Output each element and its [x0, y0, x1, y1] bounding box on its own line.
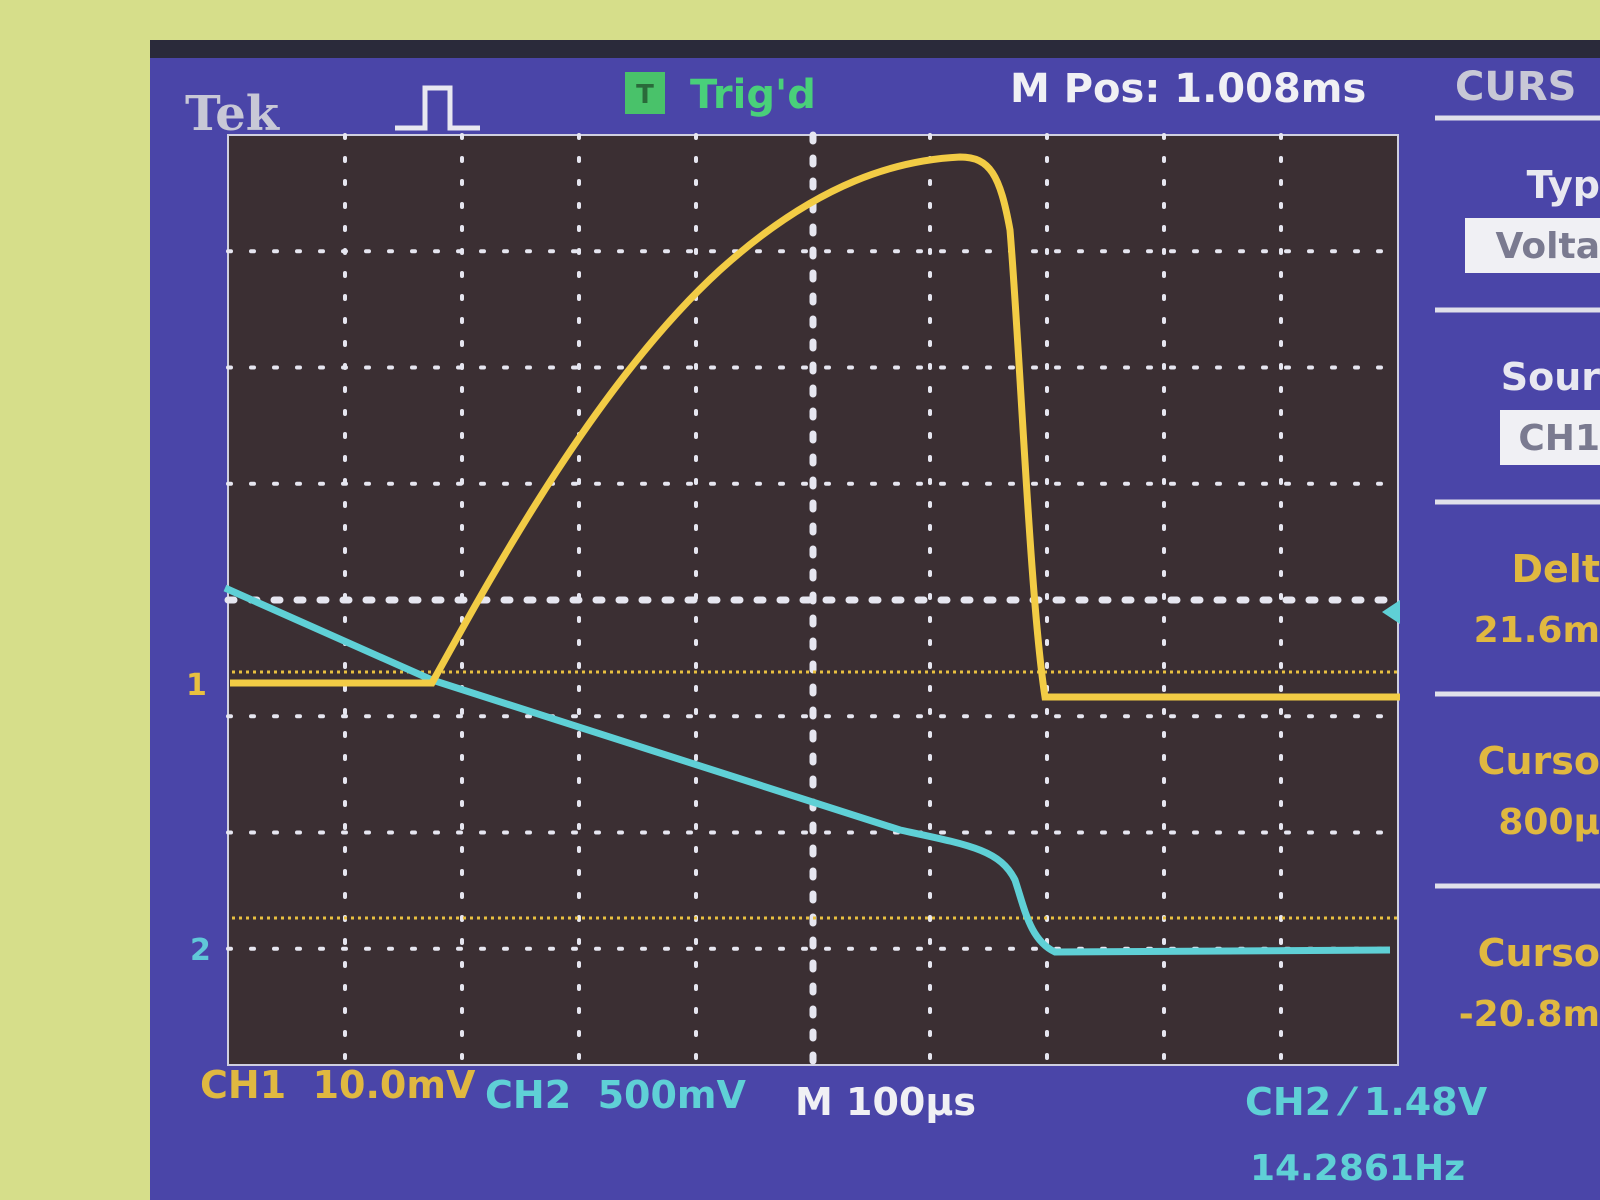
ch2-scale: CH2 500mV: [485, 1073, 747, 1117]
menu-value: Volta: [1496, 226, 1600, 267]
screen-edge: [150, 40, 1600, 58]
menu-value: 800µ: [1498, 802, 1600, 843]
ch1-marker: 1: [186, 668, 207, 703]
trigger-status: Trig'd: [690, 72, 816, 118]
ch1-scale: CH1 10.0mV: [200, 1063, 476, 1107]
menu-title: CURS: [1455, 64, 1576, 110]
trigger-badge: T: [636, 80, 654, 110]
trigger-badge-box: [625, 72, 665, 114]
menu-value-box: [1500, 410, 1600, 465]
ch2-trace: [223, 584, 1391, 956]
menu-value-box: [1465, 218, 1600, 273]
menu-value: CH1: [1518, 418, 1600, 459]
trigger-level-marker: [1382, 600, 1400, 624]
position: M Pos: 1.008ms: [1010, 66, 1366, 112]
menu: Typ Volta Sour CH1 Delt 21.6m Curso 800µ Curso -2…: [1435, 115, 1600, 1035]
trigger-icon: [395, 85, 480, 131]
frequency: 14.2861Hz: [1250, 1148, 1465, 1189]
menu-label: Sour: [1501, 355, 1600, 399]
brand: Tek: [185, 86, 281, 142]
menu-label: Curso: [1478, 931, 1600, 975]
timebase: M 100µs: [795, 1080, 976, 1124]
menu-label: Curso: [1478, 739, 1600, 783]
menu-label: Typ: [1527, 163, 1600, 207]
trigger-setting: CH2 ⁄ 1.48V: [1245, 1080, 1488, 1124]
menu-value: -20.8m: [1459, 994, 1600, 1035]
menu-label: Delt: [1511, 547, 1600, 591]
grid: [224, 131, 1402, 1069]
menu-value: 21.6m: [1474, 610, 1600, 651]
ch1-trace: [230, 153, 1400, 701]
ch2-marker: 2: [190, 933, 211, 968]
